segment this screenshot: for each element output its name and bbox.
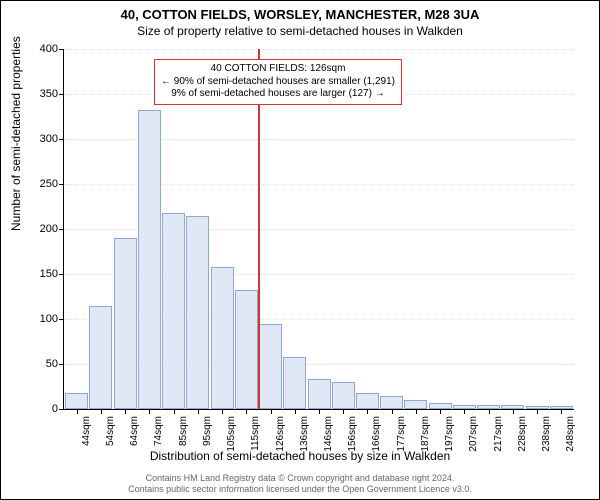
- histogram-bar: [186, 216, 209, 410]
- ytick-mark: [59, 274, 64, 275]
- xtick-mark: [319, 409, 320, 414]
- xtick-mark: [125, 409, 126, 414]
- xtick-label: 105sqm: [226, 416, 237, 452]
- ytick-label: 100: [40, 313, 58, 325]
- histogram-bar: [332, 382, 355, 409]
- xtick-mark: [440, 409, 441, 414]
- histogram-bar: [356, 393, 379, 409]
- xtick-label: 64sqm: [129, 416, 140, 446]
- xtick-mark: [271, 409, 272, 414]
- xtick-label: 146sqm: [323, 416, 334, 452]
- ytick-label: 400: [40, 43, 58, 55]
- xtick-mark: [392, 409, 393, 414]
- chart-area: 05010015020025030035040044sqm54sqm64sqm7…: [63, 49, 573, 409]
- footer-line-2: Contains public sector information licen…: [1, 484, 599, 495]
- ytick-mark: [59, 94, 64, 95]
- ytick-label: 0: [52, 403, 58, 415]
- histogram-bar: [235, 290, 258, 409]
- gridline: [64, 49, 574, 50]
- xtick-label: 115sqm: [250, 416, 261, 451]
- footer-attribution: Contains HM Land Registry data © Crown c…: [1, 473, 599, 496]
- xtick-mark: [101, 409, 102, 414]
- xtick-label: 136sqm: [299, 416, 310, 452]
- xtick-mark: [464, 409, 465, 414]
- xtick-label: 177sqm: [396, 416, 407, 452]
- xtick-mark: [489, 409, 490, 414]
- xtick-label: 238sqm: [541, 416, 552, 452]
- ytick-label: 50: [46, 358, 58, 370]
- annotation-box: 40 COTTON FIELDS: 126sqm← 90% of semi-de…: [154, 59, 402, 105]
- xtick-mark: [174, 409, 175, 414]
- histogram-bar: [114, 238, 137, 409]
- annotation-line-3: 9% of semi-detached houses are larger (1…: [161, 88, 395, 101]
- ytick-label: 150: [40, 268, 58, 280]
- xtick-mark: [537, 409, 538, 414]
- ytick-label: 350: [40, 88, 58, 100]
- annotation-line-2: ← 90% of semi-detached houses are smalle…: [161, 76, 395, 89]
- xtick-label: 44sqm: [81, 416, 92, 446]
- histogram-bar: [65, 393, 88, 409]
- histogram-bar: [308, 379, 331, 409]
- chart-title-main: 40, COTTON FIELDS, WORSLEY, MANCHESTER, …: [1, 7, 599, 22]
- xtick-label: 228sqm: [517, 416, 528, 452]
- ytick-label: 200: [40, 223, 58, 235]
- xtick-label: 126sqm: [275, 416, 286, 452]
- chart-container: 40, COTTON FIELDS, WORSLEY, MANCHESTER, …: [0, 0, 600, 500]
- xtick-mark: [416, 409, 417, 414]
- plot-region: 05010015020025030035040044sqm54sqm64sqm7…: [63, 49, 574, 410]
- ytick-mark: [59, 364, 64, 365]
- histogram-bar: [404, 400, 427, 409]
- histogram-bar: [259, 324, 282, 410]
- footer-line-1: Contains HM Land Registry data © Crown c…: [1, 473, 599, 484]
- xtick-mark: [149, 409, 150, 414]
- ytick-label: 250: [40, 178, 58, 190]
- xtick-mark: [295, 409, 296, 414]
- histogram-bar: [162, 213, 185, 409]
- histogram-bar: [211, 267, 234, 409]
- ytick-mark: [59, 229, 64, 230]
- xtick-label: 85sqm: [178, 416, 189, 446]
- xtick-mark: [198, 409, 199, 414]
- ytick-mark: [59, 184, 64, 185]
- xtick-label: 187sqm: [420, 416, 431, 452]
- xtick-mark: [561, 409, 562, 414]
- annotation-line-1: 40 COTTON FIELDS: 126sqm: [161, 63, 395, 76]
- xtick-label: 217sqm: [493, 416, 504, 452]
- xtick-label: 74sqm: [153, 416, 164, 446]
- histogram-bar: [283, 357, 306, 409]
- xtick-mark: [246, 409, 247, 414]
- xtick-label: 156sqm: [347, 416, 358, 452]
- xtick-label: 95sqm: [202, 416, 213, 446]
- xtick-mark: [222, 409, 223, 414]
- histogram-bar: [380, 396, 403, 410]
- ytick-mark: [59, 319, 64, 320]
- xtick-mark: [343, 409, 344, 414]
- xtick-label: 197sqm: [444, 416, 455, 452]
- ytick-mark: [59, 139, 64, 140]
- ytick-mark: [59, 49, 64, 50]
- histogram-bar: [89, 306, 112, 410]
- xtick-label: 207sqm: [468, 416, 479, 452]
- xtick-mark: [367, 409, 368, 414]
- xtick-mark: [513, 409, 514, 414]
- chart-title-sub: Size of property relative to semi-detach…: [1, 24, 599, 38]
- xtick-mark: [77, 409, 78, 414]
- y-axis-label: Number of semi-detached properties: [9, 36, 23, 231]
- ytick-label: 300: [40, 133, 58, 145]
- xtick-label: 54sqm: [105, 416, 116, 446]
- ytick-mark: [59, 409, 64, 410]
- histogram-bar: [138, 110, 161, 409]
- x-axis-label: Distribution of semi-detached houses by …: [1, 449, 599, 463]
- xtick-label: 166sqm: [371, 416, 382, 452]
- xtick-label: 248sqm: [565, 416, 576, 452]
